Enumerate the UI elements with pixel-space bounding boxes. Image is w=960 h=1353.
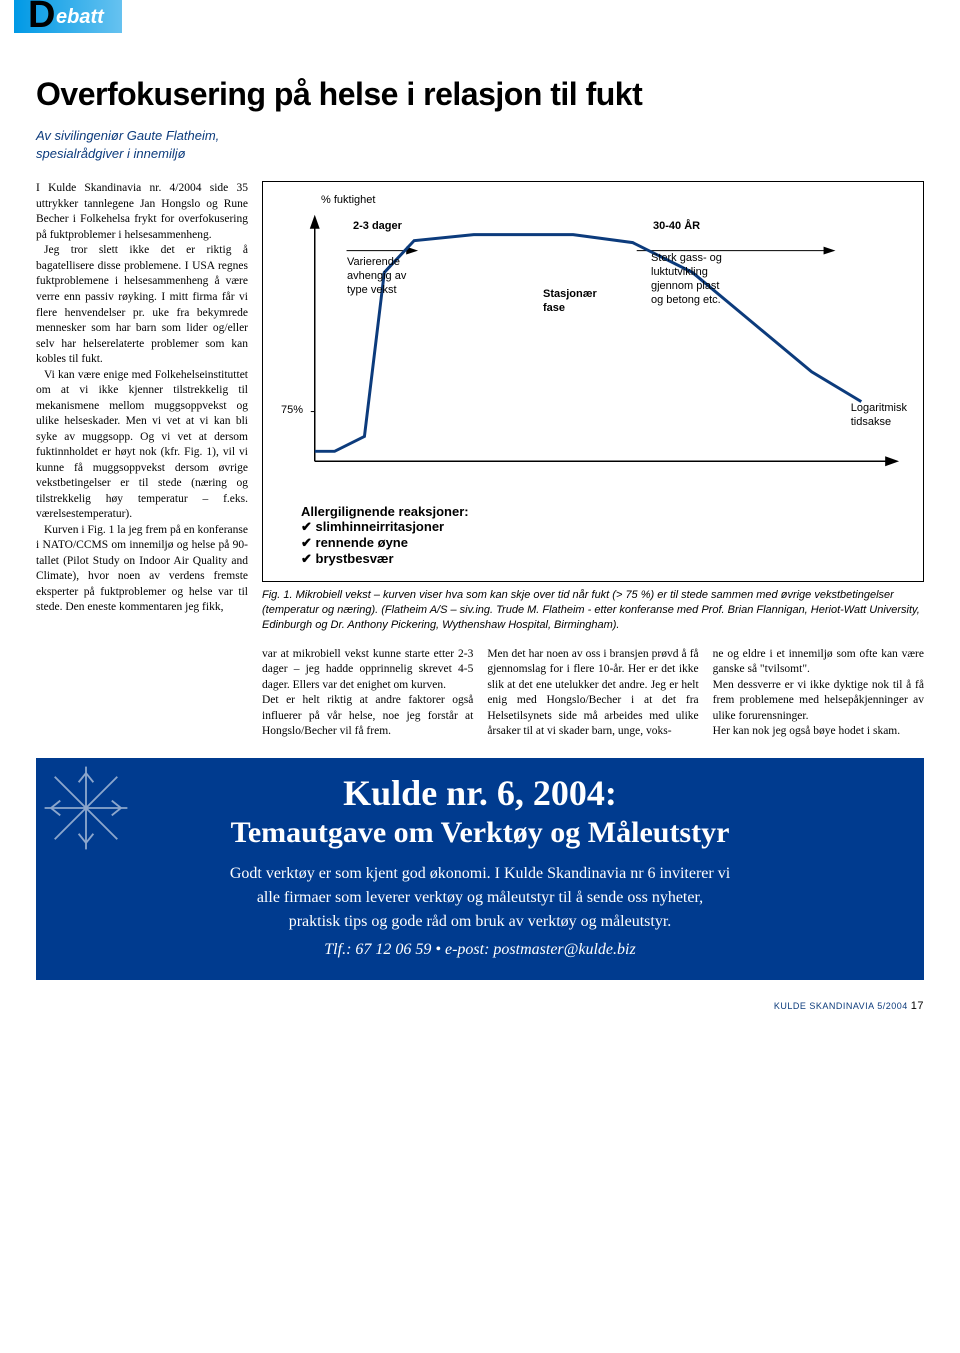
annot-item: slimhinneirritasjoner [316,519,445,534]
section-tab: D ebatt [14,0,122,33]
ad-subhead: Temautgave om Verktøy og Måleutstyr [64,816,896,850]
bottom-columns: var at mikrobiell vekst kunne starte ett… [262,647,924,740]
check-icon: ✔ [301,535,316,550]
check-icon: ✔ [301,551,316,566]
body-para: Kurven i Fig. 1 la jeg frem på en konfer… [36,523,248,616]
body-para: Men det har noen av oss i bransjen prøvd… [487,647,698,740]
body-para: I Kulde Skandinavia nr. 4/2004 side 35 u… [36,181,248,243]
footer-mag: KULDE SKANDINAVIA 5/2004 [774,1001,908,1011]
ad-box: Kulde nr. 6, 2004: Temautgave om Verktøy… [36,758,924,980]
left-column: I Kulde Skandinavia nr. 4/2004 side 35 u… [36,181,248,740]
period2-label: 30-40 ÅR [653,220,700,234]
body-para: Jeg tror slett ikke det er riktig å baga… [36,243,248,367]
chart: % fuktighet 75% 2-3 dager 30-40 ÅR Varie… [275,192,911,492]
note-right: Sterk gass- og luktutvikling gjennom pla… [651,252,722,307]
note-mid: Stasjonær fase [543,288,597,316]
figure-box: % fuktighet 75% 2-3 dager 30-40 ÅR Varie… [262,181,924,582]
ad-body: Godt verktøy er som kjent god økonomi. I… [64,862,896,886]
article-title: Overfokusering på helse i relasjon til f… [36,76,924,113]
body-para: Vi kan være enige med Folkehelseinstitut… [36,368,248,523]
check-icon: ✔ [301,519,316,534]
body-para: var at mikrobiell vekst kunne starte ett… [262,647,473,740]
y-tick-75: 75% [281,404,303,418]
footer-pageno: 17 [911,1000,924,1012]
ad-headline: Kulde nr. 6, 2004: [64,772,896,814]
chart-svg [275,192,911,492]
ad-body: praktisk tips og gode råd om bruk av ver… [64,910,896,934]
annot-item: rennende øyne [316,535,408,550]
chart-annotations: Allergilignende reaksjoner: ✔ slimhinnei… [301,504,911,567]
snowflake-icon [40,762,132,854]
y-axis-label: % fuktighet [321,194,375,208]
period1-label: 2-3 dager [353,220,402,234]
page-footer: KULDE SKANDINAVIA 5/2004 17 [0,980,960,1022]
body-para: ne og eldre i et innemiljø som ofte kan … [713,647,924,740]
note-left: Varierende avhengig av type vekst [347,256,406,297]
annot-item: brystbesvær [316,551,394,566]
x-axis-note: Logaritmisk tidsakse [851,402,907,430]
figure-caption: Fig. 1. Mikrobiell vekst – kurven viser … [262,588,924,633]
annot-title: Allergilignende reaksjoner: [301,504,911,519]
byline: Av sivilingeniør Gaute Flatheim, spesial… [36,127,924,163]
section-label: ebatt [56,6,104,28]
section-initial: D [28,0,55,37]
ad-contact: Tlf.: 67 12 06 59 • e-post: postmaster@k… [64,938,896,962]
ad-body: alle firmaer som leverer verktøy og måle… [64,886,896,910]
